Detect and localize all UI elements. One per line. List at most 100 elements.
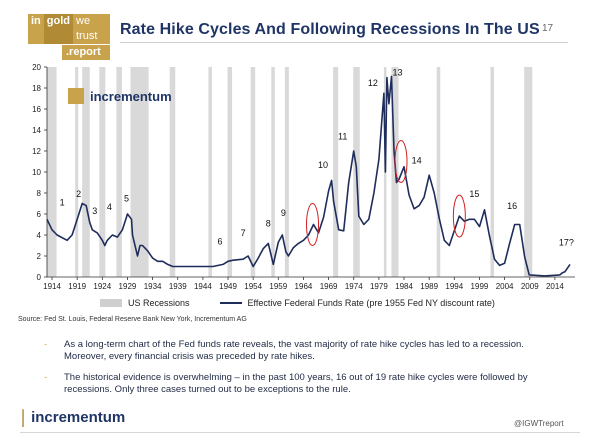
page-number: 17 — [542, 23, 554, 34]
recession-band — [82, 67, 90, 277]
recession-band — [333, 67, 339, 277]
highlight-ellipse — [394, 140, 408, 183]
x-tick-label: 1964 — [295, 282, 313, 291]
bullet-text: As a long-term chart of the Fed funds ra… — [64, 339, 524, 362]
y-tick-label: 10 — [32, 168, 41, 177]
footer-divider — [20, 432, 580, 433]
highlight-ellipse — [452, 194, 466, 238]
in-gold-we-trust-logo: in gold we trust .report — [28, 14, 110, 60]
cycle-label: 17? — [559, 238, 574, 248]
watermark-text: incrementum — [90, 89, 172, 104]
x-tick-label: 2014 — [546, 282, 564, 291]
legend-recession-swatch — [100, 299, 122, 307]
y-tick-label: 14 — [32, 126, 41, 135]
footer-logo-text: incrementum — [31, 409, 126, 426]
chart-legend: US Recessions Effective Federal Funds Ra… — [100, 298, 495, 308]
y-tick-label: 16 — [32, 105, 41, 114]
x-tick-label: 1954 — [244, 282, 262, 291]
bullet-item: - The historical evidence is overwhelmin… — [44, 372, 564, 396]
recession-band — [524, 67, 533, 277]
incrementum-watermark: incrementum — [68, 88, 172, 104]
recession-band — [116, 67, 122, 277]
x-tick-label: 1969 — [320, 282, 338, 291]
legend-recession-label: US Recessions — [128, 298, 190, 308]
bullet-item: - As a long-term chart of the Fed funds … — [44, 339, 564, 363]
recession-band — [47, 67, 57, 277]
x-tick-label: 1989 — [420, 282, 438, 291]
bullet-list: - As a long-term chart of the Fed funds … — [44, 339, 564, 405]
x-tick-label: 2009 — [521, 282, 539, 291]
x-tick-label: 1929 — [119, 282, 137, 291]
source-note: Source: Fed St. Louis, Federal Reserve B… — [18, 316, 247, 323]
cycle-label: 5 — [124, 193, 129, 203]
cycle-label: 16 — [507, 201, 517, 211]
cycle-label: 2 — [76, 189, 81, 199]
cycle-label: 14 — [412, 156, 422, 166]
legend-rate-swatch — [219, 302, 242, 304]
x-tick-label: 1979 — [370, 282, 388, 291]
y-tick-label: 18 — [32, 84, 41, 93]
x-tick-label: 1924 — [93, 282, 111, 291]
cycle-label: 4 — [107, 202, 112, 212]
cycle-label: 12 — [368, 78, 378, 88]
recession-band — [208, 67, 212, 277]
x-tick-label: 1934 — [144, 282, 162, 291]
cycle-label: 10 — [318, 160, 328, 170]
recession-band — [169, 67, 176, 277]
x-tick-label: 1974 — [345, 282, 363, 291]
x-tick-label: 2004 — [496, 282, 514, 291]
fed-funds-rate-line — [46, 75, 571, 277]
title-divider — [120, 42, 568, 43]
twitter-handle: @IGWTreport — [514, 419, 564, 428]
cycle-label: 7 — [241, 228, 246, 238]
logo-we-trust: we trust — [73, 14, 110, 44]
footer-logo: | incrementum — [20, 407, 125, 428]
cycle-label: 8 — [266, 219, 271, 229]
bullet-marker: - — [44, 372, 48, 383]
recession-band — [99, 67, 106, 277]
bullet-text: The historical evidence is overwhelming … — [64, 372, 528, 395]
highlight-ellipses — [306, 140, 466, 246]
recession-band — [271, 67, 275, 277]
x-tick-label: 1959 — [269, 282, 287, 291]
recession-band — [490, 67, 495, 277]
x-tick-label: 1984 — [395, 282, 413, 291]
x-tick-label: 1914 — [43, 282, 61, 291]
recession-band — [436, 67, 441, 277]
y-tick-label: 0 — [37, 273, 42, 282]
x-tick-label: 1949 — [219, 282, 237, 291]
y-tick-label: 6 — [37, 210, 42, 219]
legend-rate-label: Effective Federal Funds Rate (pre 1955 F… — [247, 298, 495, 308]
logo-in: in — [28, 14, 44, 44]
incrementum-icon: | — [20, 407, 27, 428]
y-tick-label: 20 — [32, 63, 41, 72]
watermark-icon — [68, 88, 84, 104]
highlight-ellipse — [306, 203, 320, 246]
x-tick-label: 1939 — [169, 282, 187, 291]
cycle-label: 11 — [338, 131, 347, 141]
cycle-label: 1 — [60, 198, 65, 208]
recession-band — [250, 67, 256, 277]
recession-band — [227, 67, 233, 277]
cycle-label: 9 — [281, 208, 286, 218]
y-tick-label: 8 — [37, 189, 42, 198]
x-tick-label: 1994 — [445, 282, 463, 291]
cycle-label: 15 — [469, 189, 479, 199]
y-tick-label: 2 — [37, 252, 42, 261]
logo-gold: gold — [43, 14, 73, 44]
cycle-label: 13 — [392, 67, 402, 77]
x-tick-label: 1944 — [194, 282, 212, 291]
recession-band — [130, 67, 149, 277]
y-tick-label: 4 — [37, 231, 42, 240]
recession-band — [75, 67, 79, 277]
recession-band — [284, 67, 289, 277]
logo-report: .report — [62, 45, 110, 60]
page-title: Rate Hike Cycles And Following Recession… — [120, 21, 540, 38]
y-tick-label: 12 — [32, 147, 41, 156]
x-tick-label: 1919 — [68, 282, 86, 291]
bullet-marker: - — [44, 339, 48, 350]
x-tick-label: 1999 — [471, 282, 489, 291]
